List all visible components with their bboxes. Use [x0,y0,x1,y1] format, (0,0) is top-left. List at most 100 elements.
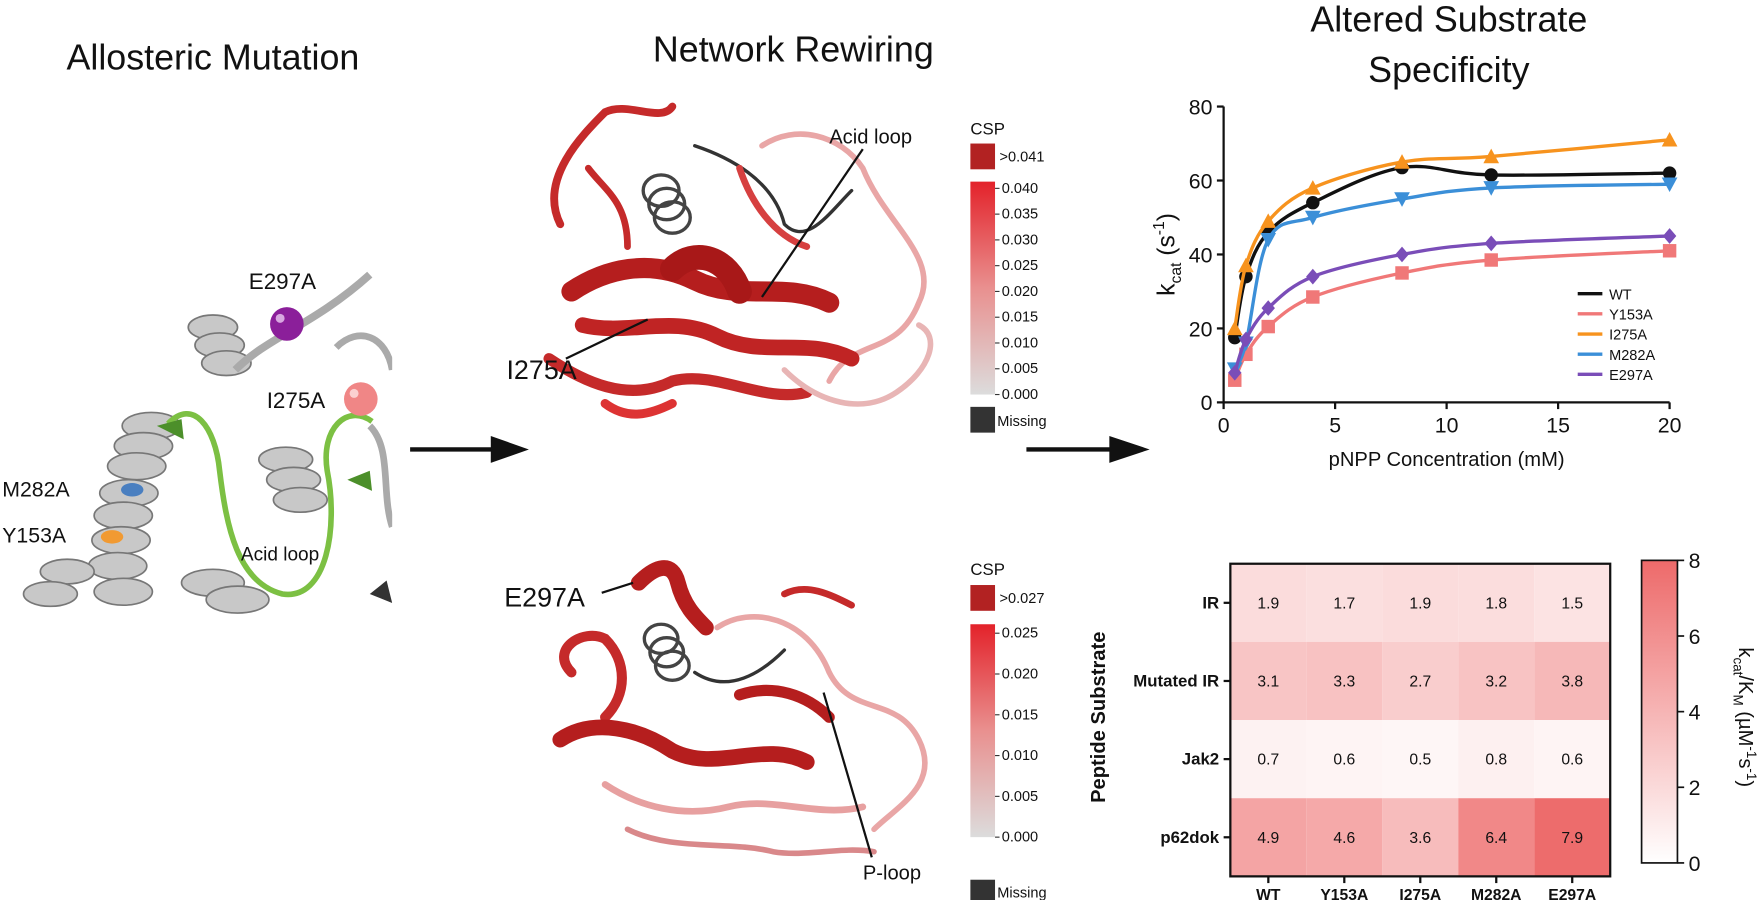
colorbar-tick-label: 0.035 [1002,207,1038,223]
data-point [1304,180,1321,195]
x-tick-label: 15 [1546,414,1570,438]
colorbar-tick-label: 4 [1689,700,1701,724]
legend-label: WT [1609,287,1632,303]
legend-label: >0.041 [1000,149,1045,165]
heatmap-cell [1534,563,1611,642]
cell-value: 3.3 [1333,674,1355,691]
legend-title: CSP [970,560,1005,579]
cell-value: 3.2 [1485,674,1507,691]
legend-title: CSP [970,120,1005,139]
protein-structure [22,271,393,614]
data-point [1484,168,1498,182]
data-point [1394,192,1410,207]
colorbar-tick-label: 8 [1689,549,1701,573]
protein-structure [552,560,928,857]
x-tick-label: 5 [1329,414,1341,438]
y-axis-label: Peptide Substrate [1088,632,1110,803]
data-point [1261,319,1275,334]
colorbar [970,624,996,838]
heatmap-cell [1382,720,1459,799]
panel-title: Altered Substrate [1310,0,1587,39]
heatmap-cell [1534,641,1611,721]
cell-value: 3.8 [1561,674,1583,691]
colorbar-tick-label: 0.010 [1002,335,1038,351]
label-part: s [1734,758,1756,768]
column-label: E297A [1548,887,1596,900]
label-part: M [1730,694,1745,705]
x-tick-label: 20 [1658,414,1682,438]
data-point [1238,257,1254,273]
data-point [1662,166,1677,180]
data-point [1260,213,1277,228]
legend-label: E297A [1609,368,1653,384]
legend-label: Y153A [1609,307,1653,323]
colorbar-ticks: 0.025 0.020 0.015 0.010 0.005 0.000 [995,626,1038,846]
y-tick-label: 60 [1189,169,1213,193]
heatmap-cell [1230,798,1307,877]
colorbar-tick-label: 6 [1689,625,1701,649]
pointer-arrow [601,581,873,858]
colorbar-tick-label: 0.005 [1002,789,1038,805]
heatmap-cell [1458,641,1535,721]
label-part: ) [1734,780,1756,787]
mutation-label: E297A [504,582,585,612]
y-tick-label: 20 [1189,317,1213,341]
label-part: ) [1153,213,1180,221]
data-point [1395,246,1409,263]
loop-label: Acid loop [829,127,912,149]
colorbar-tick-label: 0.000 [1002,830,1038,846]
heatmap-cell [1534,798,1611,877]
data-point [1662,228,1677,244]
cell-value: 0.7 [1257,752,1279,769]
column-label: I275A [1399,887,1441,900]
legend-swatch [970,143,996,170]
series-line [1233,138,1670,329]
data-point [1306,195,1320,210]
data-point [1662,244,1677,258]
cell-value: 0.6 [1561,752,1583,769]
charts: 0 5 10 15 20020406080WTY153AI275AM282AE297A1… [1133,95,1700,900]
series-line [1233,249,1670,381]
heatmap: 1.9 1.7 1.9 1.8 1.5 3.1 3.3 2.7 3.2 3.8 0.7 0.6 0.5 0… [1133,549,1700,900]
data-point [1306,268,1320,285]
cell-value: 4.6 [1333,830,1355,847]
heatmap-cell [1306,720,1383,799]
cell-value: 4.9 [1257,830,1279,847]
cell-value: 3.6 [1409,830,1431,847]
data-point [1661,131,1678,147]
legend-swatch [970,585,996,611]
cell-value: 1.5 [1561,595,1583,612]
column-label: M282A [1471,887,1522,900]
data-point [1260,232,1277,248]
protein-structure [543,102,934,419]
heatmap-cell [1306,641,1383,721]
pointer-arrow [565,148,864,360]
label-part: (s [1153,235,1180,262]
legend-label: I275A [1609,328,1647,344]
colorbar-label: kcat/KM (µM-1s-1) [1730,647,1757,787]
heatmap-cell [1382,641,1459,721]
mutation-label: I275A [506,355,576,385]
row-label: Mutated IR [1133,672,1219,691]
cell-value: 1.8 [1485,595,1507,612]
legend-label: Missing [997,886,1046,900]
loop-label: Acid loop [241,544,319,565]
legend-swatch [970,406,996,433]
panel-title: Specificity [1368,50,1529,90]
label-part: /K [1734,675,1756,695]
colorbar-tick-label: 0.040 [1002,181,1038,197]
cell-value: 1.9 [1409,595,1431,612]
colorbar-tick-label: 0 [1689,852,1701,876]
label-part: k [1734,647,1756,658]
cell-value: 3.1 [1257,674,1279,691]
heatmap-cell [1230,720,1307,799]
x-tick-label: 0 [1218,414,1230,438]
row-label: Jak2 [1182,750,1219,769]
colorbar-tick-label: 0.010 [1002,748,1038,764]
data-point [1306,290,1320,304]
data-point [1484,235,1498,252]
colorbar-tick-label: 0.025 [1002,626,1038,642]
cell-value: 1.9 [1257,595,1279,612]
cell-value: 6.4 [1485,830,1507,847]
